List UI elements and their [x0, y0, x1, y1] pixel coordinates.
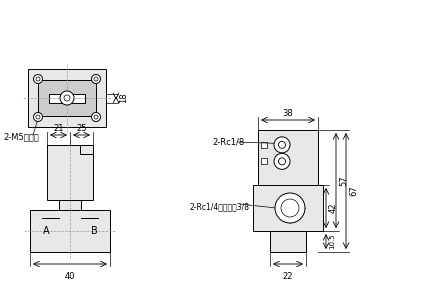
Bar	[261, 158, 267, 164]
Circle shape	[274, 137, 290, 153]
Bar	[49, 94, 85, 103]
Circle shape	[60, 91, 74, 105]
Text: 18: 18	[119, 93, 128, 103]
Bar	[38, 80, 96, 116]
Text: 2-M5深さ８: 2-M5深さ８	[3, 133, 39, 142]
Bar	[270, 231, 306, 252]
Text: 25: 25	[76, 124, 87, 133]
Circle shape	[275, 193, 305, 223]
Text: 67: 67	[349, 186, 358, 196]
Text: 40: 40	[65, 272, 75, 281]
Bar	[30, 210, 110, 252]
Bar	[80, 145, 93, 154]
Text: B: B	[91, 226, 97, 236]
Bar	[258, 130, 318, 185]
Text: A: A	[43, 226, 49, 236]
Circle shape	[92, 74, 100, 83]
Text: 2-Rc1/4またはア3/8: 2-Rc1/4またはア3/8	[190, 202, 250, 211]
Text: 57: 57	[339, 175, 348, 186]
Bar	[28, 69, 106, 127]
Circle shape	[274, 153, 290, 169]
Text: 10.5: 10.5	[329, 234, 335, 249]
Bar	[253, 185, 323, 231]
Text: 22: 22	[283, 272, 293, 281]
Text: 21: 21	[53, 124, 64, 133]
Bar	[47, 145, 93, 200]
Circle shape	[92, 112, 100, 122]
Bar	[59, 200, 81, 210]
Circle shape	[33, 112, 43, 122]
Bar	[261, 142, 267, 148]
Text: 2-Rc1/8: 2-Rc1/8	[212, 137, 244, 146]
Circle shape	[33, 74, 43, 83]
Text: 38: 38	[282, 109, 293, 118]
Text: 42: 42	[329, 203, 338, 213]
